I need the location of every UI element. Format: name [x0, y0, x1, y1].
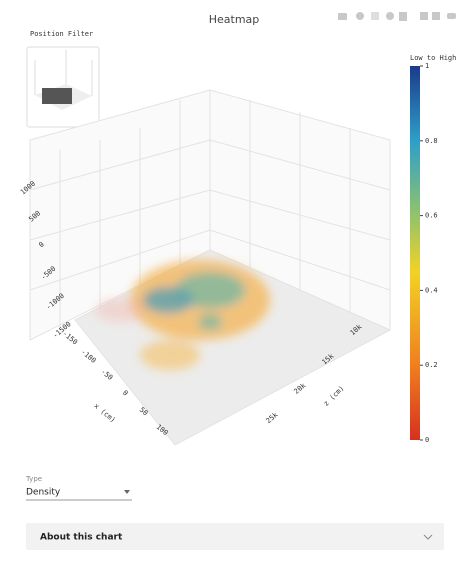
- colorbar-tick-label: 0: [425, 436, 429, 444]
- type-label: Type: [25, 475, 42, 483]
- x-axis-title: x (cm): [92, 402, 117, 424]
- x-tick-label: 0: [121, 389, 129, 398]
- colorbar-tick-label: 0.2: [425, 361, 438, 369]
- colorbar-tick-label: 0.8: [425, 137, 438, 145]
- accordion-title: About this chart: [40, 533, 123, 543]
- x-tick-label: -100: [79, 348, 97, 365]
- colorbar-tick-label: 0.6: [425, 212, 438, 220]
- colorbar-tick-label: 1: [425, 62, 429, 70]
- type-dropdown[interactable]: Density: [26, 488, 132, 501]
- z-axis-title: z (cm): [322, 384, 346, 408]
- x-tick-label: -50: [99, 368, 114, 382]
- modebar[interactable]: [338, 12, 456, 21]
- scene-box: [29, 89, 392, 446]
- title: Heatmap: [209, 13, 260, 26]
- colorbar: [410, 66, 420, 440]
- position-filter[interactable]: [26, 46, 100, 128]
- position-filter-label: Position Filter: [30, 30, 93, 38]
- density-volume: [95, 260, 270, 370]
- colorbar-tick-label: 0.4: [425, 286, 438, 294]
- y-tick-label: 0: [37, 240, 45, 249]
- z-tick-label: 20k: [293, 381, 308, 396]
- colorbar-title: Low to High: [410, 54, 456, 62]
- type-value: Density: [26, 488, 61, 498]
- z-tick-label: 25k: [265, 410, 280, 425]
- accordion[interactable]: About this chart: [26, 523, 444, 550]
- x-tick-label: 50: [138, 406, 150, 418]
